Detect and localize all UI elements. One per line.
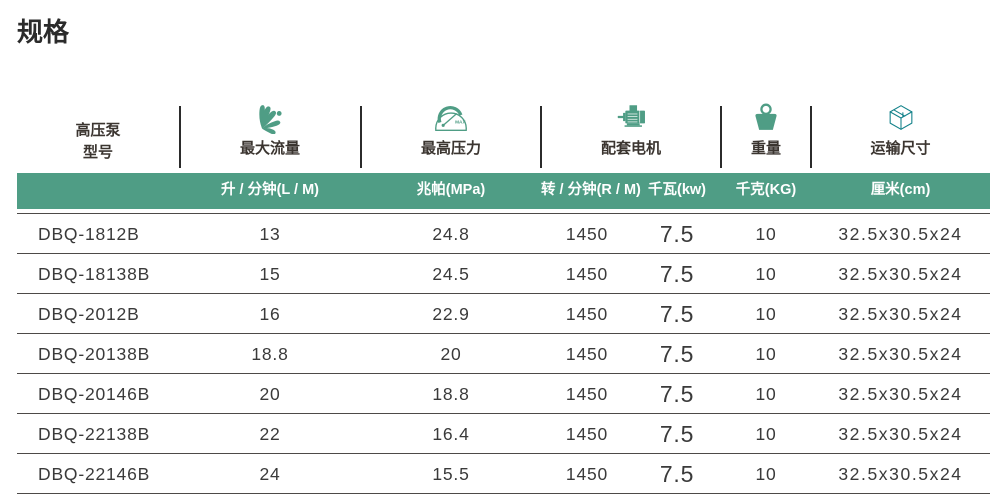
svg-text:MAX: MAX bbox=[455, 120, 466, 126]
